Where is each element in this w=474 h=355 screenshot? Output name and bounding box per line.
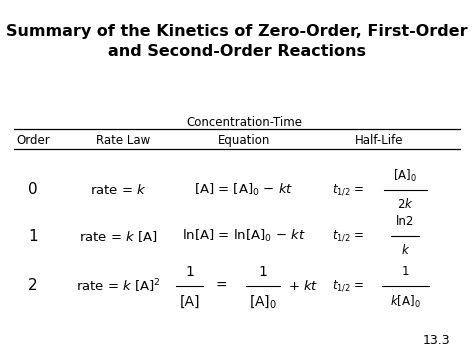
Text: Concentration-Time: Concentration-Time: [186, 116, 302, 129]
Text: Summary of the Kinetics of Zero-Order, First-Order: Summary of the Kinetics of Zero-Order, F…: [6, 24, 468, 39]
Text: Rate Law: Rate Law: [96, 134, 150, 147]
Text: [A] = [A]$_0$ $-$ $kt$: [A] = [A]$_0$ $-$ $kt$: [194, 182, 294, 198]
Text: rate = $k$ [A]$^2$: rate = $k$ [A]$^2$: [76, 277, 161, 295]
Text: Order: Order: [16, 134, 50, 147]
Text: + $kt$: + $kt$: [288, 279, 319, 293]
Text: $t_{1/2}$ =: $t_{1/2}$ =: [332, 182, 365, 197]
Text: Equation: Equation: [218, 134, 270, 147]
Text: Half-Life: Half-Life: [355, 134, 403, 147]
Text: $t_{1/2}$ =: $t_{1/2}$ =: [332, 229, 365, 244]
Text: 2: 2: [28, 278, 38, 293]
Text: [A]$_0$: [A]$_0$: [393, 168, 417, 184]
Text: rate = $k$: rate = $k$: [90, 183, 147, 197]
Text: =: =: [216, 279, 227, 293]
Text: $2k$: $2k$: [397, 197, 414, 211]
Text: and Second-Order Reactions: and Second-Order Reactions: [108, 44, 366, 59]
Text: $k$[A]$_0$: $k$[A]$_0$: [390, 294, 420, 310]
Text: 1: 1: [401, 265, 409, 278]
Text: 1: 1: [185, 264, 194, 279]
Text: ln2: ln2: [396, 215, 414, 228]
Text: 1: 1: [259, 264, 267, 279]
Text: 13.3: 13.3: [423, 334, 450, 347]
Text: [A]: [A]: [179, 295, 200, 309]
Text: ln[A] = ln[A]$_0$ $-$ $kt$: ln[A] = ln[A]$_0$ $-$ $kt$: [182, 228, 306, 244]
Text: rate = $k$ [A]: rate = $k$ [A]: [79, 229, 158, 244]
Text: $k$: $k$: [401, 243, 410, 257]
Text: 1: 1: [28, 229, 38, 244]
Text: 0: 0: [28, 182, 38, 197]
Text: $t_{1/2}$ =: $t_{1/2}$ =: [332, 278, 365, 293]
Text: [A]$_0$: [A]$_0$: [249, 293, 277, 310]
